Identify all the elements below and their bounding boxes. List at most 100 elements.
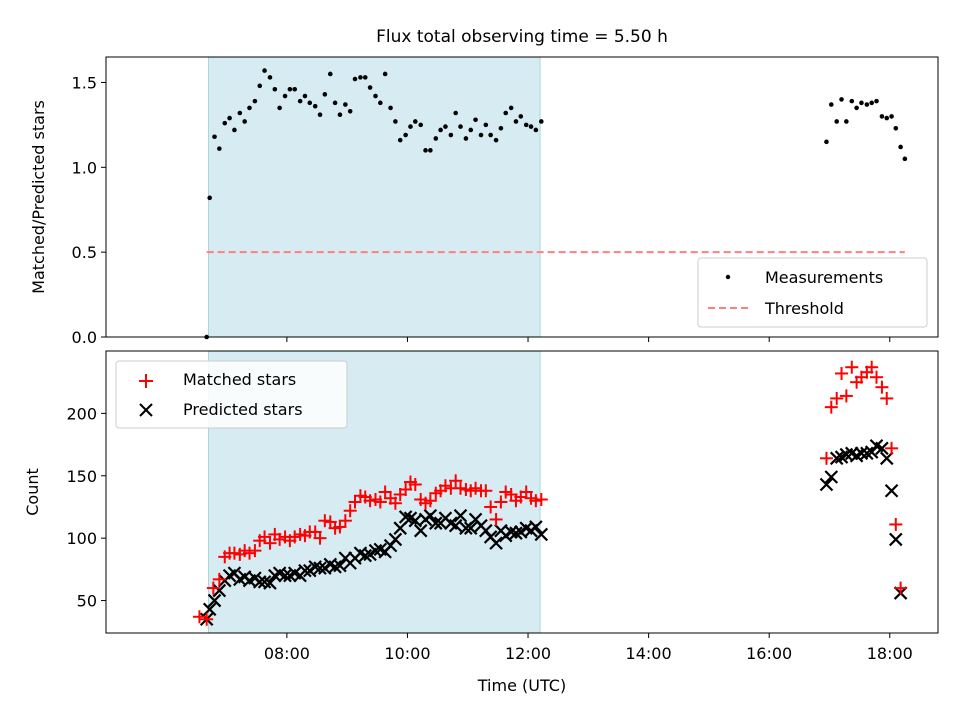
matched-star-point — [288, 530, 302, 544]
measurement-point — [443, 124, 448, 129]
measurement-point — [859, 100, 864, 106]
measurement-point — [423, 148, 428, 153]
predicted-star-point — [423, 508, 438, 523]
measurement-point — [373, 93, 378, 99]
matched-star-point — [824, 400, 838, 414]
measurement-point — [403, 132, 408, 138]
measurement-point — [322, 92, 328, 97]
matched-star-point — [192, 610, 206, 624]
predicted-star-point — [298, 563, 312, 578]
x-tick-label: 10:00 — [384, 644, 430, 663]
measurement-point — [879, 114, 885, 119]
x-tick-label: 08:00 — [264, 644, 310, 663]
measurement-point — [272, 86, 278, 92]
bottom-axis-ticks: 50 100 150 200 08:00 10:00 12:00 14:00 16:00 18:0… — [66, 404, 912, 663]
measurement-point — [503, 110, 509, 116]
measurement-point — [287, 86, 293, 92]
matched-star-point — [318, 514, 332, 528]
x-tick-label: 18:00 — [867, 644, 913, 663]
matched-star-point — [870, 370, 884, 384]
matched-star-point — [885, 441, 899, 455]
measurement-point — [382, 71, 388, 77]
measurement-point — [242, 119, 247, 124]
measurement-point — [828, 102, 834, 107]
legend-predicted-marker — [139, 403, 153, 417]
measurement-point — [307, 100, 313, 106]
measurement-point — [884, 115, 890, 121]
measurement-point — [528, 124, 534, 129]
bottom-y-axis-label: Count — [23, 468, 42, 516]
predicted-star-point — [504, 525, 518, 539]
y-tick-label: 1.0 — [72, 158, 97, 177]
matched-star-point — [388, 496, 402, 510]
matched-stars-points — [192, 360, 908, 626]
measurement-point — [302, 93, 308, 99]
x-tick-label: 14:00 — [626, 644, 672, 663]
matched-star-point — [454, 481, 468, 495]
measurement-point — [438, 127, 443, 133]
measurement-point — [237, 110, 243, 116]
matched-star-point — [894, 581, 908, 595]
matched-star-point — [835, 366, 849, 380]
measurement-point — [282, 93, 288, 99]
matched-star-point — [378, 485, 392, 499]
legend-predicted-label: Predicted stars — [183, 400, 303, 419]
measurement-point — [844, 119, 849, 124]
measurement-point — [538, 119, 544, 124]
predicted-star-point — [819, 477, 834, 492]
measurement-point — [397, 137, 403, 143]
measurement-point — [898, 144, 903, 150]
top-axis-ticks: 0.0 0.5 1.0 1.5 — [72, 73, 891, 347]
matched-star-point — [248, 544, 262, 558]
measurement-point — [393, 119, 398, 124]
matched-star-point — [227, 546, 241, 560]
matched-star-point — [865, 360, 879, 374]
measurement-point — [428, 148, 433, 153]
measurement-point — [252, 98, 258, 104]
matched-star-point — [499, 485, 513, 499]
measurement-point — [352, 76, 358, 82]
matched-star-point — [889, 517, 903, 531]
measurement-point — [217, 146, 222, 151]
legend-matched-marker — [139, 374, 153, 388]
measurement-point — [212, 134, 217, 140]
measurement-point — [358, 75, 363, 80]
matched-star-point — [200, 612, 214, 626]
y-tick-label: 200 — [66, 404, 97, 423]
measurement-point — [347, 109, 353, 114]
y-tick-label: 0.5 — [72, 243, 97, 262]
y-tick-label: 0.0 — [72, 328, 97, 347]
matched-star-point — [438, 479, 452, 493]
matched-star-point — [338, 514, 352, 528]
x-axis-label: Time (UTC) — [477, 676, 566, 695]
matched-star-point — [263, 536, 277, 550]
matched-star-point — [399, 483, 413, 497]
bottom-plot-frame — [105, 350, 939, 634]
predicted-star-point — [448, 518, 463, 533]
matched-star-point — [469, 481, 483, 495]
measurement-point — [267, 75, 273, 80]
predicted-star-point — [278, 568, 292, 583]
measurement-point — [458, 124, 463, 129]
matched-star-point — [373, 495, 387, 509]
measurement-point — [483, 122, 489, 128]
top-y-axis-label: Matched/Predicted stars — [29, 100, 48, 294]
measurement-point — [893, 125, 899, 131]
measurement-point — [418, 122, 424, 128]
measurement-point — [312, 103, 318, 109]
measurement-point — [292, 86, 298, 92]
matched-star-point — [839, 389, 853, 403]
y-tick-label: 1.5 — [72, 73, 97, 92]
matched-star-point — [484, 500, 498, 514]
measurement-point — [453, 110, 458, 116]
measurement-point — [343, 102, 348, 107]
measurement-point — [297, 98, 303, 104]
measurement-point — [533, 127, 539, 133]
predicted-star-point — [207, 593, 222, 608]
measurement-point — [864, 102, 870, 107]
measurement-point — [388, 105, 393, 111]
predicted-star-point — [212, 583, 227, 598]
measurement-point — [327, 71, 333, 77]
measurement-point — [869, 100, 874, 106]
